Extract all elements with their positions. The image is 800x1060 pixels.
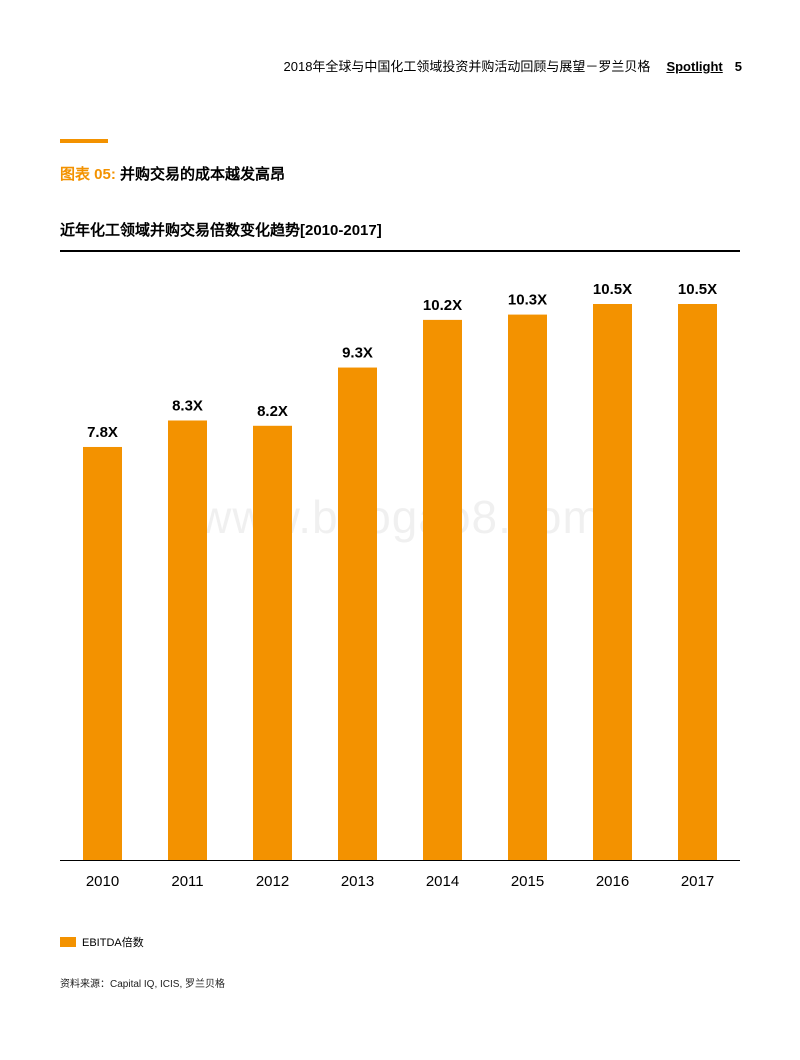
figure-label: 图表 05: 并购交易的成本越发高昂 — [60, 163, 285, 184]
legend: EBITDA倍数 — [60, 934, 144, 950]
bar-2014 — [423, 319, 462, 860]
accent-bar — [60, 139, 108, 143]
spotlight-label: Spotlight — [666, 59, 723, 74]
bar-2012 — [253, 425, 292, 860]
source-note: 资料来源：Capital IQ, ICIS, 罗兰贝格 — [60, 979, 226, 990]
figure-number: 图表 05: — [60, 166, 116, 183]
data-label-2016: 10.5X — [593, 281, 632, 298]
bar-2017 — [678, 304, 717, 860]
title-rule — [60, 250, 740, 252]
data-label-2010: 7.8X — [87, 424, 118, 441]
bar-2011 — [168, 420, 207, 860]
bar-2010 — [83, 446, 122, 860]
x-tick-2017: 2017 — [681, 873, 714, 890]
x-tick-2010: 2010 — [86, 873, 119, 890]
legend-label: EBITDA倍数 — [82, 937, 144, 949]
x-tick-2013: 2013 — [341, 873, 374, 890]
report-title: 2018年全球与中国化工领域投资并购活动回顾与展望－罗兰贝格 — [283, 59, 651, 74]
x-tick-2015: 2015 — [511, 873, 544, 890]
bar-2013 — [338, 367, 377, 860]
legend-swatch — [60, 937, 76, 947]
data-label-2012: 8.2X — [257, 403, 288, 420]
bar-2016 — [593, 304, 632, 860]
x-tick-2012: 2012 — [256, 873, 289, 890]
bar-2015 — [508, 314, 547, 861]
figure-caption: 并购交易的成本越发高昂 — [120, 166, 286, 183]
data-label-2013: 9.3X — [342, 345, 373, 362]
data-label-2017: 10.5X — [678, 281, 717, 298]
data-label-2011: 8.3X — [172, 397, 203, 414]
x-tick-2014: 2014 — [426, 873, 459, 890]
page-header: 2018年全球与中国化工领域投资并购活动回顾与展望－罗兰贝格 Spotlight… — [284, 56, 742, 75]
page-number: 5 — [734, 59, 742, 74]
chart-title: 近年化工领域并购交易倍数变化趋势[2010-2017] — [60, 222, 382, 239]
x-tick-2011: 2011 — [171, 873, 203, 890]
x-tick-2016: 2016 — [596, 873, 629, 890]
data-label-2015: 10.3X — [508, 292, 547, 309]
data-label-2014: 10.2X — [423, 297, 462, 314]
